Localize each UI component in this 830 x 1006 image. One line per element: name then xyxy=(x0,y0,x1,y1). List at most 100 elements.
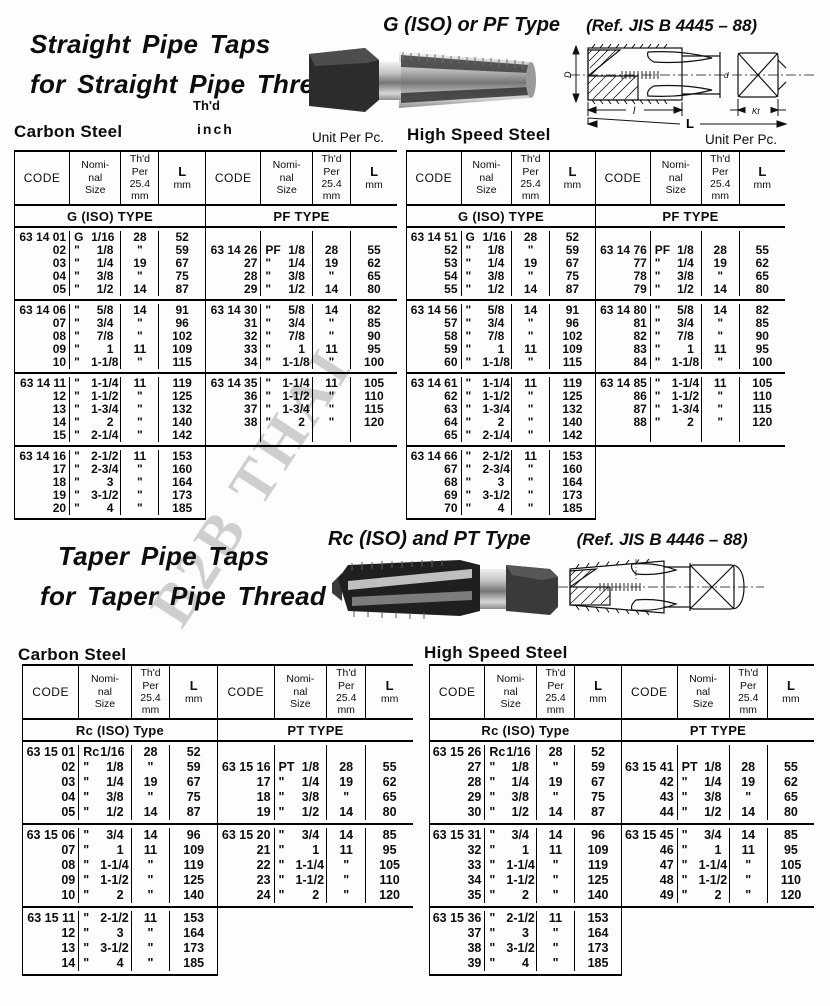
code-cell: 37 xyxy=(206,403,262,416)
thd-per-inch-cell: 14 xyxy=(730,805,768,820)
code-cell: 18 xyxy=(15,476,71,489)
length-cell: 65 xyxy=(382,790,397,804)
thd-per-inch-cell: " xyxy=(121,356,160,369)
code-cell xyxy=(206,231,262,244)
table-band: 63 15 26 Rc 1/16 28 52 27 " 1/8 " 59 28 " 1/4 19 67 29 "… xyxy=(430,742,814,823)
taper-type-heading-row: Rc (ISO) and PT Type (Ref. JIS B 4446 – … xyxy=(328,528,748,551)
code-cell: 63 15 16 xyxy=(218,760,275,775)
length-cell: 164 xyxy=(172,475,193,489)
band-half-right: 63 14 85 " 1-1/4 11 105 86 " 1-1/2 " 110 87 " 1-3/4 "… xyxy=(596,374,785,445)
length-cell: 85 xyxy=(783,828,798,842)
thd-per-inch-cell: 19 xyxy=(702,257,740,270)
length-cell: 67 xyxy=(175,256,189,270)
length-cell: 95 xyxy=(755,342,769,356)
size-cell: " 1-1/4 xyxy=(79,858,132,873)
taper-carbon-label: Carbon Steel xyxy=(18,645,127,664)
size-cell: " 1/4 xyxy=(485,775,537,790)
size-cell xyxy=(275,745,328,760)
thd-per-inch-cell: " xyxy=(537,956,576,971)
thd-per-inch-cell: " xyxy=(512,463,550,476)
thd-per-inch-cell: 14 xyxy=(327,828,367,843)
thd-per-inch-cell: " xyxy=(512,317,550,330)
dim-label-D: D xyxy=(563,71,573,78)
thd-per-inch-cell: " xyxy=(512,489,550,502)
code-cell: 63 15 20 xyxy=(218,828,275,843)
length-cell: 75 xyxy=(186,790,201,804)
thd-per-inch-cell: " xyxy=(702,416,740,429)
code-cell: 63 15 06 xyxy=(23,828,80,843)
code-cell: 59 xyxy=(407,343,462,356)
length-cell: 105 xyxy=(379,858,401,872)
table-bottom-border xyxy=(430,974,622,976)
straight-carbon-label: Carbon Steel xyxy=(14,122,123,141)
length-cell: 100 xyxy=(752,355,773,369)
code-cell xyxy=(206,429,262,442)
code-cell: 70 xyxy=(407,502,462,515)
length-cell: 95 xyxy=(783,843,798,857)
length-cell: 55 xyxy=(783,760,798,774)
thd-per-inch-cell: " xyxy=(121,476,160,489)
thd-per-inch-cell: 14 xyxy=(121,304,160,317)
code-cell: 05 xyxy=(23,805,80,820)
thd-per-inch-cell: 11 xyxy=(512,377,550,390)
size-cell: " 3 xyxy=(79,926,132,941)
size-cell: " 4 xyxy=(79,956,132,971)
code-cell xyxy=(622,745,678,760)
length-cell: 173 xyxy=(587,941,609,955)
type-heading-right: PT TYPE xyxy=(287,723,344,738)
thd-per-inch-cell: 11 xyxy=(121,450,160,463)
column-header: Nomi-nal Size xyxy=(651,152,702,204)
length-cell: 105 xyxy=(752,376,773,390)
size-cell: " 1-1/4 xyxy=(275,858,328,873)
size-cell: " 3/8 xyxy=(275,790,328,805)
size-cell: " 2 xyxy=(261,416,313,429)
column-header: Th'd Per 25.4 mm xyxy=(702,152,740,204)
length-cell: 80 xyxy=(755,282,769,296)
size-cell: Rc 1/16 xyxy=(485,745,537,760)
size-cell: G 1/16 xyxy=(462,231,513,244)
code-cell: 63 14 56 xyxy=(407,304,462,317)
code-cell: 19 xyxy=(218,805,275,820)
code-cell: 63 15 36 xyxy=(430,911,486,926)
band-half-left: 63 14 56 " 5/8 14 91 57 " 3/4 " 96 58 " 7/8 " 102 59 " 1 1… xyxy=(407,301,596,372)
thd-per-inch-cell: 11 xyxy=(132,843,171,858)
thd-per-inch-cell: 14 xyxy=(121,283,160,296)
size-cell: " 1/2 xyxy=(70,283,122,296)
length-cell: 110 xyxy=(379,873,400,887)
code-cell: 63 15 11 xyxy=(23,911,80,926)
straight-tap-photo xyxy=(309,48,536,112)
size-cell: " 2 xyxy=(651,416,702,429)
size-cell: " 1/8 xyxy=(79,760,132,775)
length-cell: 125 xyxy=(587,873,609,887)
size-cell: " 1-1/8 xyxy=(462,356,513,369)
size-cell: " 1/4 xyxy=(261,257,313,270)
size-cell: " 1-3/4 xyxy=(462,403,513,416)
thd-per-inch-cell: 11 xyxy=(313,343,352,356)
code-cell: 39 xyxy=(430,956,486,971)
straight-title-line2: for Straight Pipe Thread xyxy=(30,69,346,100)
length-cell xyxy=(740,429,785,442)
thd-per-inch-cell: 14 xyxy=(132,828,171,843)
code-cell: 05 xyxy=(15,283,71,296)
code-cell: 03 xyxy=(15,257,71,270)
type-heading-row: Rc (ISO) Type PT TYPE xyxy=(23,720,413,742)
code-cell: 63 15 31 xyxy=(430,828,486,843)
code-cell: 14 xyxy=(15,416,71,429)
table-band: 63 14 16 " 2-1/2 11 153 17 " 2-3/4 " 160 18 " 3 " 164 1… xyxy=(15,445,397,518)
length-cell: 65 xyxy=(783,790,798,804)
thd-per-inch-cell: " xyxy=(121,429,160,442)
code-cell: 31 xyxy=(206,317,262,330)
size-cell: " 3/8 xyxy=(651,270,702,283)
code-cell: 63 xyxy=(407,403,462,416)
type-heading-left: G (ISO) TYPE xyxy=(407,206,596,226)
length-cell: 119 xyxy=(172,376,192,390)
size-cell: " 1/4 xyxy=(70,257,122,270)
